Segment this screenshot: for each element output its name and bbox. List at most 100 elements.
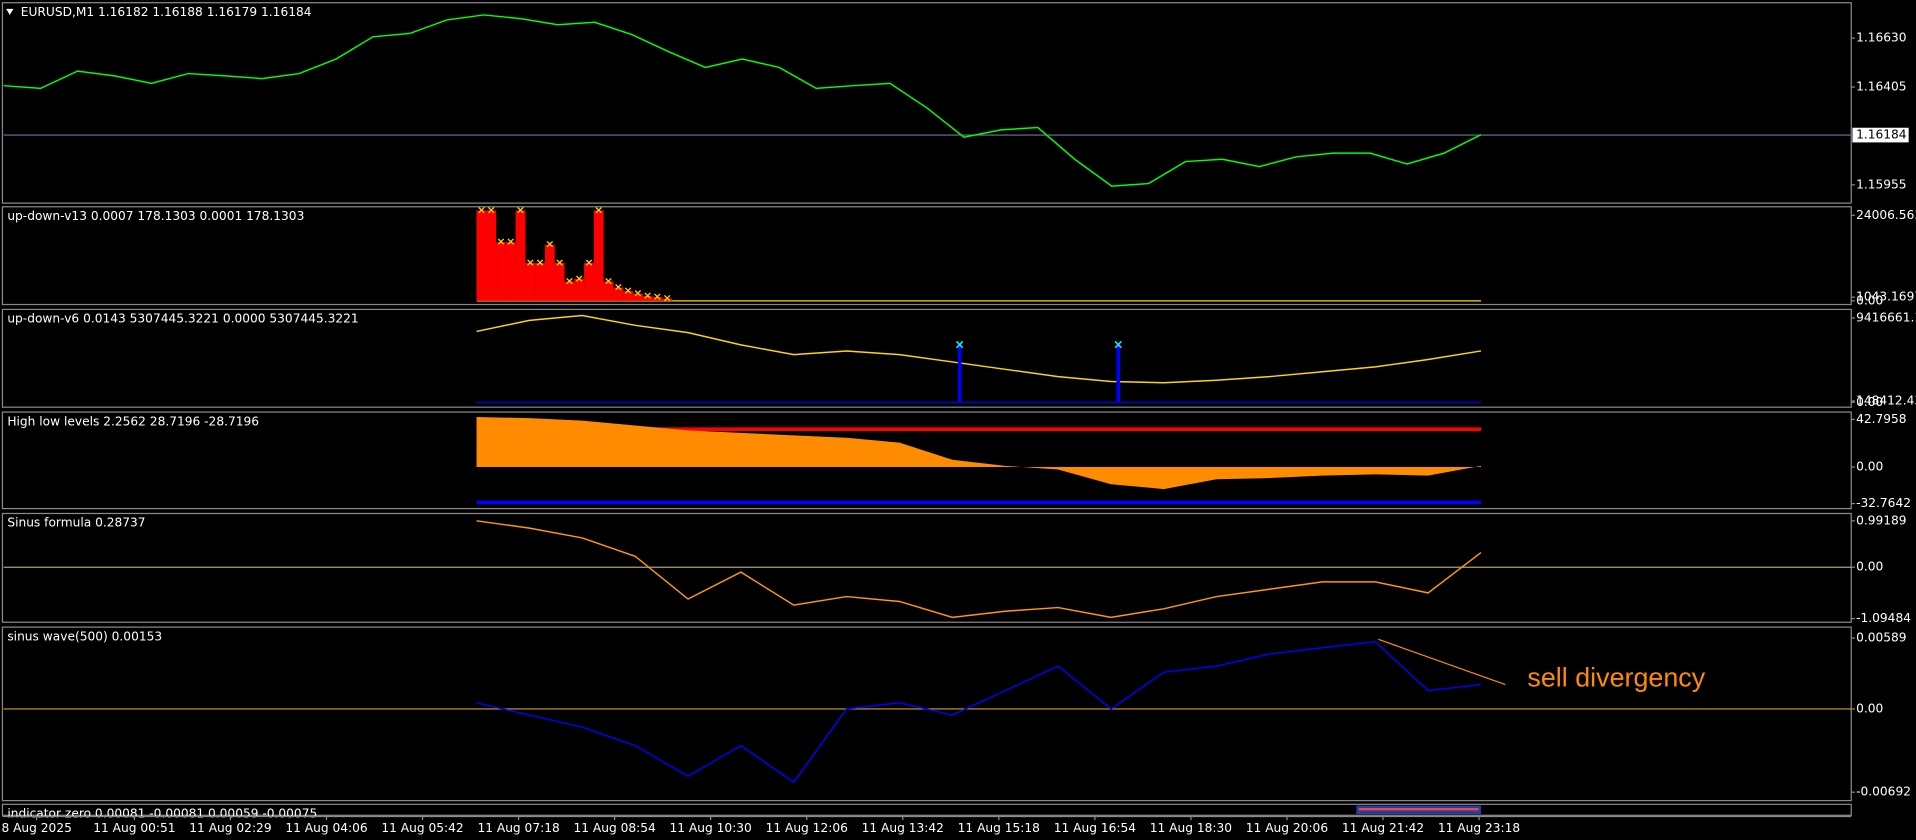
panel-title: Sinus formula 0.28737 xyxy=(7,516,145,530)
bar xyxy=(535,262,545,301)
area xyxy=(476,416,1481,490)
bar xyxy=(662,298,673,301)
x-tick-label: 11 Aug 12:06 xyxy=(766,821,848,835)
bar-marker: × xyxy=(653,290,662,303)
bar xyxy=(632,293,643,301)
bar xyxy=(623,291,633,301)
bar-marker: × xyxy=(496,235,505,248)
y-tick-label: 0.99189 xyxy=(1856,513,1906,527)
bar xyxy=(564,281,575,301)
x-tick-label: 11 Aug 18:30 xyxy=(1150,821,1232,835)
y-tick-label: 148412.43 xyxy=(1856,393,1916,407)
series-line xyxy=(476,640,1482,784)
panel-title: High low levels 2.2562 28.7196 -28.7196 xyxy=(7,414,259,428)
panel-frame xyxy=(1,308,1852,408)
x-tick-label: 8 Aug 2025 xyxy=(1,821,71,835)
panel-frame xyxy=(1,206,1852,306)
bar xyxy=(642,295,653,301)
x-tick-label: 11 Aug 00:51 xyxy=(93,821,175,835)
x-tick-label: 11 Aug 10:30 xyxy=(670,821,752,835)
bar-marker: × xyxy=(565,274,574,287)
y-tick-label: 1.16405 xyxy=(1856,80,1906,94)
y-tick-label: 1043.1697 xyxy=(1856,290,1916,304)
x-tick-label: 11 Aug 15:18 xyxy=(958,821,1040,835)
x-tick-label: 11 Aug 13:42 xyxy=(862,821,944,835)
panel-frame xyxy=(1,411,1852,510)
current-price-box xyxy=(1852,127,1909,143)
bar xyxy=(652,297,663,301)
y-tick-label: 1.15955 xyxy=(1856,177,1906,191)
bar xyxy=(505,242,516,301)
y-tick-label: -32.7642 xyxy=(1856,496,1911,510)
panel-title: sinus wave(500) 0.00153 xyxy=(7,629,162,643)
bar xyxy=(496,242,506,301)
bar xyxy=(603,281,614,301)
bar-marker: × xyxy=(555,256,564,269)
bar-marker: × xyxy=(604,274,613,287)
bar xyxy=(554,262,565,301)
y-tick-label: 0.00 xyxy=(1856,460,1883,474)
panel-frame xyxy=(1,2,1852,204)
current-price-label: 1.16184 xyxy=(1856,128,1907,142)
bar-marker: × xyxy=(663,291,672,304)
panel-title: up-down-v13 0.0007 178.1303 0.0001 178.1… xyxy=(7,209,304,223)
x-tick-label: 11 Aug 07:18 xyxy=(477,821,559,835)
bar-marker: × xyxy=(506,235,515,248)
panel-title: up-down-v6 0.0143 5307445.3221 0.0000 53… xyxy=(7,312,358,326)
y-tick-label: -1.09484 xyxy=(1856,611,1911,625)
x-tick-label: 11 Aug 21:42 xyxy=(1342,821,1424,835)
bar-marker: × xyxy=(643,289,652,302)
bar xyxy=(515,210,526,301)
bar xyxy=(525,262,536,301)
bar-marker: × xyxy=(545,238,554,251)
bar-marker: × xyxy=(575,272,584,285)
x-tick-label: 11 Aug 05:42 xyxy=(381,821,463,835)
bar xyxy=(613,287,624,301)
y-tick-label: 24006.563 xyxy=(1856,208,1916,222)
spike-marker: × xyxy=(955,337,965,351)
spike-marker: × xyxy=(1113,337,1123,351)
bar xyxy=(476,210,487,301)
bar xyxy=(593,210,604,301)
trend-line xyxy=(1378,638,1506,686)
y-tick-label: 0.00 xyxy=(1856,560,1883,574)
bar-marker: × xyxy=(487,203,496,216)
y-tick-label: 0.00589 xyxy=(1856,631,1906,645)
panel-frame xyxy=(1,803,1852,816)
panel-frame xyxy=(1,626,1852,802)
bar-marker: × xyxy=(594,203,603,216)
y-tick-label: 1.16630 xyxy=(1856,31,1906,45)
bar-marker: × xyxy=(633,287,642,300)
bar xyxy=(486,210,497,301)
y-tick-label: 9416661.1 xyxy=(1856,310,1916,324)
bar-marker: × xyxy=(477,203,486,216)
series-line xyxy=(476,314,1482,384)
bar-marker: × xyxy=(623,284,632,297)
menu-arrow[interactable] xyxy=(6,8,14,15)
y-tick-label: 42.7958 xyxy=(1856,412,1906,426)
bar-marker: × xyxy=(584,256,593,269)
x-tick-label: 11 Aug 08:54 xyxy=(573,821,656,835)
series-line xyxy=(3,14,1482,187)
bar xyxy=(584,262,594,301)
bar xyxy=(574,278,585,301)
bar-marker: × xyxy=(614,280,623,293)
y-tick-label: -0.00692 xyxy=(1856,785,1911,799)
x-tick-label: 11 Aug 23:18 xyxy=(1438,821,1520,835)
x-tick-label: 11 Aug 04:06 xyxy=(285,821,367,835)
x-tick-label: 11 Aug 16:54 xyxy=(1054,821,1137,835)
x-tick-label: 11 Aug 20:06 xyxy=(1246,821,1328,835)
series-line xyxy=(476,520,1482,619)
y-tick-label: 0.00 xyxy=(1856,701,1883,715)
panel-title: EURUSD,M1 1.16182 1.16188 1.16179 1.1618… xyxy=(21,5,312,19)
y-tick-label: 0.00 xyxy=(1856,395,1883,409)
annotation: sell divergency xyxy=(1527,663,1705,693)
bar xyxy=(544,244,555,301)
y-tick-label: 0.00 xyxy=(1856,293,1883,307)
bar-marker: × xyxy=(526,256,535,269)
bar-marker: × xyxy=(535,256,544,269)
bar-marker: × xyxy=(516,203,525,216)
